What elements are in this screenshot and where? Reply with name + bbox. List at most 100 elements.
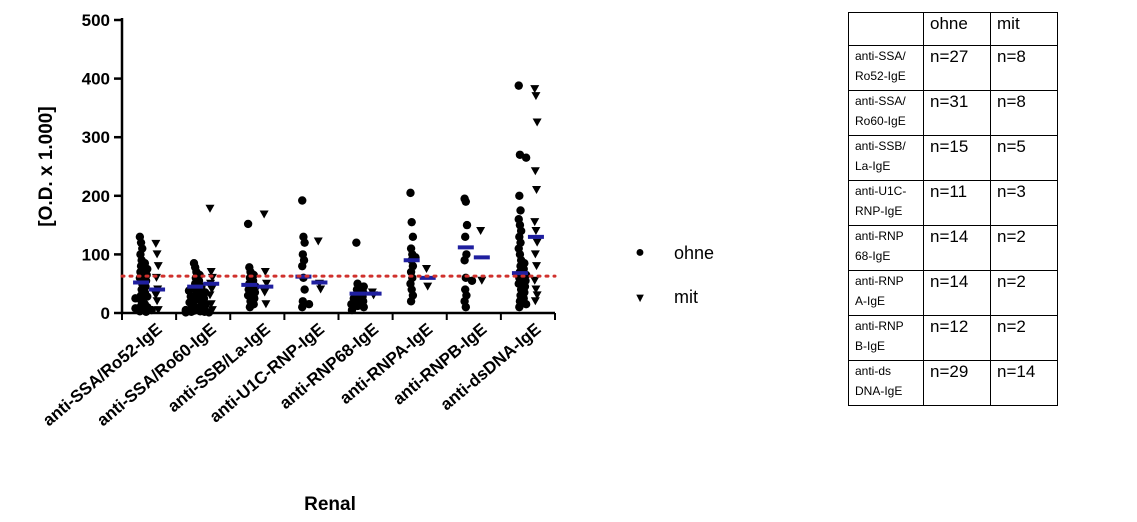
y-tick-label: 400 [82,70,110,89]
legend-label: mit [674,286,698,307]
data-point-mit [530,218,540,227]
table-cell: n=15 [923,135,991,181]
circle-marker-icon: ● [635,244,645,261]
data-point-ohne [521,153,531,162]
x-category-label: anti-RNP68-IgE [276,320,382,413]
table-row-label: anti-SSA/Ro60-IgE [848,90,924,136]
data-point-mit [152,297,162,306]
y-tick-label: 100 [82,245,110,264]
data-point-ohne [462,220,472,230]
data-point-ohne [461,197,471,206]
data-point-mit [530,167,540,176]
data-point-ohne [408,232,418,242]
table-header-cell [848,12,924,46]
data-point-mit [152,250,162,259]
data-point-ohne [300,285,309,294]
data-point-mit [531,92,541,101]
data-point-mit [205,204,215,213]
data-point-ohne [515,302,524,312]
table-cell: n=14 [923,225,991,271]
data-point-ohne [245,302,255,312]
table-cell: n=8 [990,90,1058,136]
y-tick-label: 500 [82,11,110,30]
data-point-ohne [521,300,531,309]
legend-label: ohne [674,242,715,263]
table-cell: n=12 [923,315,991,361]
data-point-mit [530,276,540,285]
data-point-mit [153,262,163,271]
table-cell: n=27 [923,45,991,91]
data-point-mit [530,250,540,259]
data-point-ohne [298,302,307,312]
data-point-mit [153,306,163,315]
data-point-mit [532,262,542,271]
data-point-ohne [514,81,523,90]
table-row: anti-SSA/Ro60-IgE n=31 n=8 [848,90,1058,136]
legend-item-ohne: ● ohne [630,238,714,268]
data-point-mit [260,288,270,297]
table-row: anti-RNP 68-IgE n=14 n=2 [848,225,1058,271]
table-row-label: anti-U1C- RNP-IgE [848,180,924,226]
table-cell: n=14 [923,270,991,316]
data-point-mit [151,291,161,300]
data-point-ohne [304,300,314,309]
table-cell: n=2 [990,315,1058,361]
table-cell: n=2 [990,225,1058,271]
x-category-label: anti-RNPA-IgE [336,320,436,408]
data-point-mit [206,300,216,309]
table-row: anti-ds DNA-IgE n=29 n=14 [848,360,1058,406]
x-category-label: anti-RNPB-IgE [389,320,490,409]
table-cell: n=11 [923,180,991,226]
data-point-ohne [298,196,307,205]
y-tick-label: 300 [82,128,110,147]
table-cell: n=8 [990,45,1058,91]
data-point-ohne [516,206,525,215]
table-row: anti-RNP B-IgE n=12 n=2 [848,315,1058,361]
legend-item-mit: ▼ mit [630,282,698,312]
y-axis-label: [O.D. x 1.000] [36,106,57,226]
table-row: anti-U1C- RNP-IgE n=11 n=3 [848,180,1058,226]
data-point-mit [532,185,542,194]
table-row-label: anti-ds DNA-IgE [848,360,924,406]
table-cell: n=31 [923,90,991,136]
table-cell: n=5 [990,135,1058,181]
table-header-row: ohne mit [848,12,1058,46]
table-row-label: anti-RNP A-IgE [848,270,924,316]
table-header-cell: ohne [923,12,991,46]
table-row-label: anti-RNP B-IgE [848,315,924,361]
sample-size-table: ohne mit anti-SSA/Ro52-IgE n=27 n=8 anti… [848,12,1058,406]
data-point-ohne [181,308,190,317]
table-row-label: anti-RNP 68-IgE [848,225,924,271]
table-row: anti-SSA/Ro52-IgE n=27 n=8 [848,45,1058,91]
table-row: anti-SSB/La-IgE n=15 n=5 [848,135,1058,181]
data-point-ohne [352,238,361,247]
data-point-mit [532,238,542,247]
data-point-mit [259,210,269,219]
table-cell: n=2 [990,270,1058,316]
data-point-ohne [347,305,357,315]
data-point-ohne [406,188,415,198]
data-point-ohne [243,219,253,229]
data-point-ohne [135,307,145,316]
data-point-mit [313,237,323,246]
data-point-mit [476,226,486,235]
data-point-ohne [461,232,470,242]
data-point-ohne [460,256,469,265]
data-point-ohne [359,302,368,312]
data-point-ohne [298,261,307,271]
data-point-mit [531,285,541,294]
data-point-ohne [467,276,477,285]
data-point-mit [530,297,540,306]
data-point-mit [261,300,271,309]
table-header-cell: mit [990,12,1058,46]
data-point-ohne [406,297,416,306]
data-point-mit [421,265,431,274]
table-cell: n=14 [990,360,1058,406]
data-point-ohne [143,292,152,301]
table-row: anti-RNP A-IgE n=14 n=2 [848,270,1058,316]
data-point-ohne [515,191,524,200]
data-point-mit [207,306,217,315]
data-point-mit [262,279,272,288]
table-cell: n=3 [990,180,1058,226]
